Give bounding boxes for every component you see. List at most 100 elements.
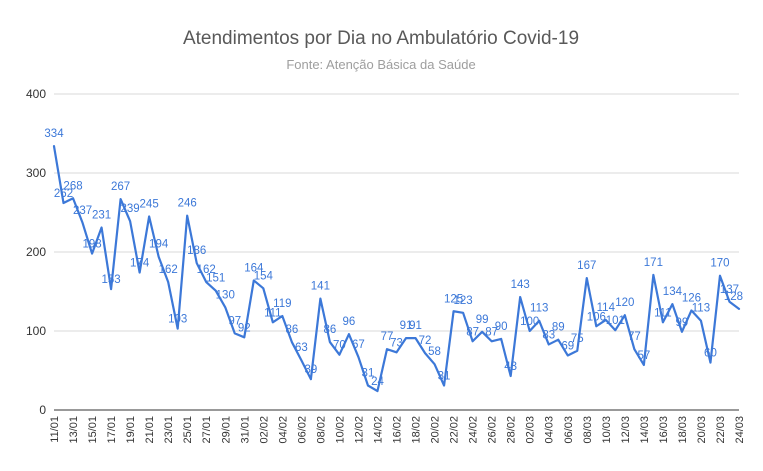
data-label: 57 bbox=[637, 350, 650, 362]
x-tick-label: 08/02 bbox=[315, 416, 327, 444]
data-label: 92 bbox=[238, 322, 251, 334]
x-tick-label: 15/01 bbox=[87, 416, 99, 444]
y-tick-label: 400 bbox=[26, 87, 46, 101]
x-tick-label: 16/02 bbox=[392, 416, 404, 444]
gridlines bbox=[54, 93, 739, 411]
data-label: 31 bbox=[362, 368, 375, 380]
x-tick-label: 29/01 bbox=[220, 416, 232, 444]
x-tick-label: 19/01 bbox=[125, 416, 137, 444]
data-label: 86 bbox=[324, 324, 337, 336]
data-label: 70 bbox=[333, 340, 346, 352]
data-label: 77 bbox=[628, 331, 641, 343]
x-tick-label: 18/03 bbox=[677, 416, 689, 444]
x-tick-label: 25/01 bbox=[182, 416, 194, 444]
data-label: 141 bbox=[311, 281, 330, 293]
x-tick-label: 12/03 bbox=[620, 416, 632, 444]
data-label: 103 bbox=[168, 314, 187, 326]
data-label: 151 bbox=[206, 273, 225, 285]
data-label: 239 bbox=[121, 203, 140, 215]
data-label: 128 bbox=[724, 291, 743, 303]
x-tick-label: 02/03 bbox=[525, 416, 537, 444]
data-label: 174 bbox=[130, 258, 150, 270]
series-line-layer bbox=[52, 145, 741, 393]
x-tick-label: 23/01 bbox=[163, 416, 175, 444]
data-label: 153 bbox=[101, 274, 120, 286]
y-axis-ticks: 0 100 200 300 400 bbox=[26, 87, 46, 417]
x-tick-label: 18/02 bbox=[411, 416, 423, 444]
x-tick-label: 08/03 bbox=[582, 416, 594, 444]
data-label: 126 bbox=[682, 292, 701, 304]
x-tick-label: 02/02 bbox=[258, 416, 270, 444]
data-label: 43 bbox=[504, 361, 517, 373]
data-label: 245 bbox=[140, 198, 159, 210]
x-tick-label: 27/01 bbox=[201, 416, 213, 444]
data-label: 101 bbox=[606, 315, 625, 327]
y-tick-label: 100 bbox=[26, 324, 46, 338]
data-label: 77 bbox=[381, 331, 394, 343]
data-label: 162 bbox=[159, 264, 178, 276]
data-label: 63 bbox=[295, 342, 308, 354]
data-label: 137 bbox=[720, 284, 739, 296]
data-label: 237 bbox=[73, 205, 92, 217]
data-label: 231 bbox=[92, 210, 111, 222]
data-label: 83 bbox=[542, 329, 555, 341]
data-label: 113 bbox=[530, 303, 548, 315]
data-label: 171 bbox=[644, 257, 663, 269]
x-tick-label: 10/03 bbox=[601, 416, 613, 444]
x-tick-label: 21/01 bbox=[144, 416, 156, 444]
data-label: 91 bbox=[400, 320, 413, 332]
data-label: 167 bbox=[577, 260, 596, 272]
x-tick-label: 04/02 bbox=[277, 416, 289, 444]
data-label: 97 bbox=[228, 315, 241, 327]
x-tick-label: 24/03 bbox=[734, 416, 746, 444]
y-tick-label: 300 bbox=[26, 166, 46, 180]
x-tick-label: 24/02 bbox=[468, 416, 480, 444]
data-label: 75 bbox=[571, 333, 584, 345]
y-tick-label: 0 bbox=[39, 403, 46, 417]
data-label: 154 bbox=[254, 270, 274, 282]
data-label: 99 bbox=[476, 314, 489, 326]
x-tick-label: 06/02 bbox=[296, 416, 308, 444]
data-label: 106 bbox=[587, 311, 606, 323]
data-label: 100 bbox=[520, 316, 539, 328]
data-label: 113 bbox=[692, 303, 710, 315]
data-label: 31 bbox=[438, 371, 451, 383]
x-tick-label: 20/02 bbox=[430, 416, 442, 444]
data-label: 262 bbox=[54, 188, 73, 200]
data-label: 162 bbox=[197, 264, 216, 276]
data-label: 119 bbox=[273, 298, 291, 310]
data-label: 130 bbox=[216, 289, 235, 301]
data-label: 69 bbox=[561, 340, 574, 352]
data-label: 194 bbox=[149, 239, 169, 251]
data-label: 125 bbox=[444, 293, 463, 305]
x-tick-label: 04/03 bbox=[544, 416, 556, 444]
data-label: 170 bbox=[710, 258, 729, 270]
data-label: 267 bbox=[111, 181, 130, 193]
data-label: 72 bbox=[419, 335, 432, 347]
data-label: 87 bbox=[466, 326, 479, 338]
data-label: 198 bbox=[82, 239, 101, 251]
data-label: 268 bbox=[63, 180, 82, 192]
x-tick-label: 22/03 bbox=[715, 416, 727, 444]
x-tick-label: 16/03 bbox=[658, 416, 670, 444]
data-label: 58 bbox=[428, 346, 441, 358]
data-label: 96 bbox=[343, 316, 356, 328]
data-label: 111 bbox=[264, 307, 281, 319]
data-label: 99 bbox=[676, 317, 689, 329]
data-label: 60 bbox=[704, 348, 717, 360]
x-tick-label: 10/02 bbox=[334, 416, 346, 444]
x-tick-label: 12/02 bbox=[353, 416, 365, 444]
data-label: 186 bbox=[187, 245, 206, 257]
x-tick-label: 22/02 bbox=[449, 416, 461, 444]
data-label: 90 bbox=[495, 321, 508, 333]
series-line bbox=[52, 145, 741, 393]
x-tick-label: 31/01 bbox=[239, 416, 251, 444]
data-labels: 3342622682371982311532672391742451941621… bbox=[44, 128, 743, 388]
data-label: 39 bbox=[304, 364, 317, 376]
x-tick-label: 14/03 bbox=[639, 416, 651, 444]
data-label: 134 bbox=[663, 286, 683, 298]
data-label: 143 bbox=[511, 279, 530, 291]
data-label: 73 bbox=[390, 337, 403, 349]
